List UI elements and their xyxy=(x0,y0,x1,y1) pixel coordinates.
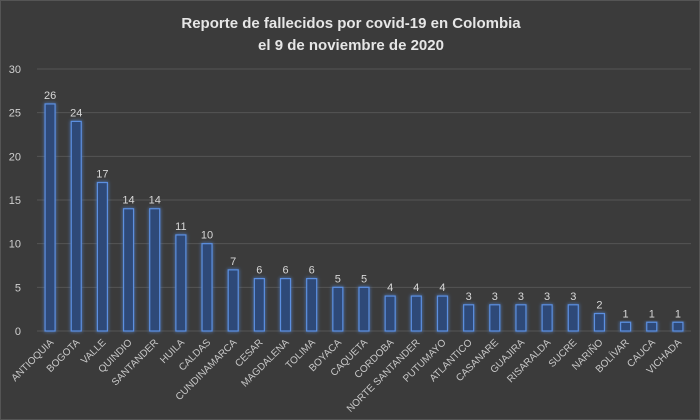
data-label: 26 xyxy=(44,90,56,102)
data-label: 14 xyxy=(122,195,134,207)
data-label: 3 xyxy=(492,291,498,303)
category-label: SANTANDER xyxy=(110,337,161,388)
bar xyxy=(175,234,187,332)
bar xyxy=(436,295,449,332)
y-tick-label: 0 xyxy=(15,326,21,338)
bar xyxy=(541,304,553,332)
data-label: 17 xyxy=(96,169,108,181)
bar xyxy=(646,321,658,332)
title-line-2: el 9 de noviembre de 2020 xyxy=(258,37,444,54)
data-label: 6 xyxy=(282,265,288,277)
data-label: 10 xyxy=(201,230,213,242)
bar xyxy=(672,321,684,332)
bar xyxy=(358,286,370,332)
data-label: 7 xyxy=(230,256,236,268)
chart-title: Reporte de fallecidos por covid-19 en Co… xyxy=(1,13,699,57)
bar xyxy=(149,208,161,332)
bar xyxy=(410,295,422,332)
data-label: 11 xyxy=(175,221,186,233)
bar xyxy=(306,278,318,332)
data-label: 3 xyxy=(570,291,576,303)
y-tick-label: 10 xyxy=(9,239,21,251)
bar xyxy=(96,181,109,332)
data-label: 2 xyxy=(596,300,602,312)
data-label: 1 xyxy=(675,308,681,320)
data-label: 1 xyxy=(623,308,629,320)
bar xyxy=(279,278,292,332)
data-label: 6 xyxy=(256,265,262,277)
data-label: 4 xyxy=(413,282,419,294)
bar xyxy=(489,304,501,332)
bar xyxy=(567,304,579,332)
data-label: 3 xyxy=(518,291,524,303)
bar xyxy=(70,120,82,332)
y-tick-label: 5 xyxy=(15,282,21,294)
bar xyxy=(122,208,135,332)
bar xyxy=(384,295,396,332)
bar xyxy=(227,269,239,332)
category-label: ANTIOQUIA xyxy=(10,337,57,384)
y-tick-label: 15 xyxy=(9,195,21,207)
data-label: 4 xyxy=(439,282,445,294)
bar xyxy=(44,103,56,332)
bar xyxy=(332,286,344,332)
data-label: 5 xyxy=(335,273,341,285)
data-label: 24 xyxy=(70,107,82,119)
y-tick-label: 20 xyxy=(9,151,21,163)
bar xyxy=(619,321,632,332)
data-label: 14 xyxy=(149,195,161,207)
bar xyxy=(515,304,527,332)
data-label: 3 xyxy=(544,291,550,303)
bar xyxy=(201,243,213,332)
data-label: 5 xyxy=(361,273,367,285)
y-tick-label: 30 xyxy=(9,64,21,76)
y-tick-label: 25 xyxy=(9,108,21,120)
bar xyxy=(253,278,265,332)
bar xyxy=(593,312,606,332)
data-label: 6 xyxy=(309,265,315,277)
data-label: 3 xyxy=(466,291,472,303)
data-label: 1 xyxy=(649,308,655,320)
bar xyxy=(463,304,475,332)
title-line-1: Reporte de fallecidos por covid-19 en Co… xyxy=(181,15,521,32)
data-label: 4 xyxy=(387,282,393,294)
